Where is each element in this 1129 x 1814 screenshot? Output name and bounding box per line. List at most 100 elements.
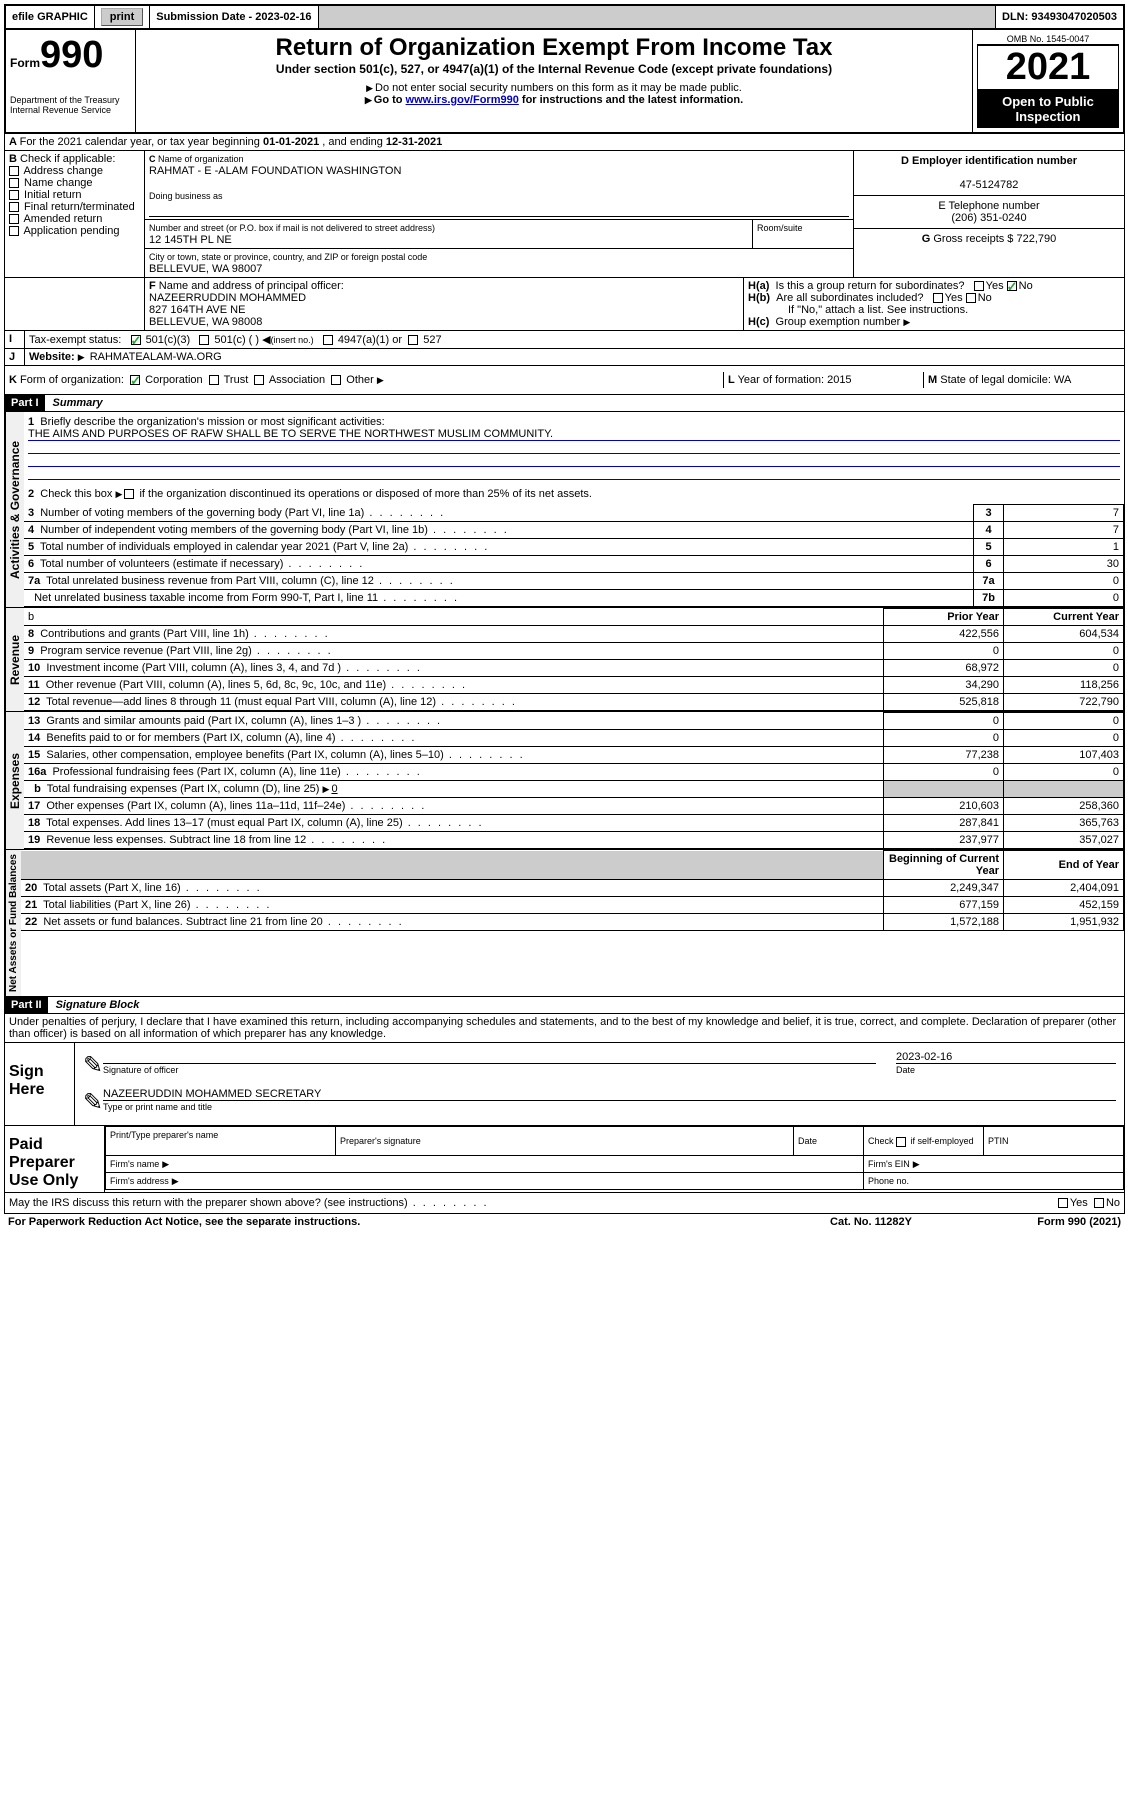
table-row: 15 Salaries, other compensation, employe… — [24, 747, 1124, 764]
table-row: Net unrelated business taxable income fr… — [24, 590, 1124, 607]
top-spacer — [319, 6, 996, 28]
label-expenses: Expenses — [5, 712, 24, 849]
table-row: 18 Total expenses. Add lines 13–17 (must… — [24, 815, 1124, 832]
website: RAHMATEALAM-WA.ORG — [90, 351, 222, 363]
efile-label: efile GRAPHIC — [6, 6, 95, 28]
b-opt: Amended return — [9, 213, 140, 225]
org-name: RAHMAT - E -ALAM FOUNDATION WASHINGTON — [149, 165, 401, 177]
label-governance: Activities & Governance — [5, 412, 24, 607]
col-deg: D Employer identification number 47-5124… — [854, 151, 1124, 277]
form-subtitle: Under section 501(c), 527, or 4947(a)(1)… — [140, 62, 968, 76]
col-c: C Name of organization RAHMAT - E -ALAM … — [145, 151, 854, 277]
tax-year: 2021 — [977, 45, 1119, 90]
declaration: Under penalties of perjury, I declare th… — [4, 1014, 1125, 1043]
dept-label: Department of the Treasury — [10, 95, 131, 105]
chk-discontinued[interactable] — [124, 489, 134, 499]
table-row: 14 Benefits paid to or for members (Part… — [24, 730, 1124, 747]
form-title: Return of Organization Exempt From Incom… — [140, 34, 968, 62]
chk-selfemp[interactable] — [896, 1137, 906, 1147]
ein: 47-5124782 — [960, 179, 1019, 191]
chk-trust[interactable] — [209, 375, 219, 385]
hb-yes[interactable] — [933, 293, 943, 303]
table-row: 20 Total assets (Part X, line 16)2,249,3… — [21, 880, 1124, 897]
identity-block: B Check if applicable: Address change Na… — [4, 151, 1125, 278]
table-row: 9 Program service revenue (Part VIII, li… — [24, 643, 1124, 660]
chk-501c3[interactable] — [131, 335, 141, 345]
table-row: 3 Number of voting members of the govern… — [24, 505, 1124, 522]
footer-row: For Paperwork Reduction Act Notice, see … — [4, 1214, 1125, 1230]
table-row: 22 Net assets or fund balances. Subtract… — [21, 914, 1124, 931]
b-opt: Address change — [9, 165, 140, 177]
ha-no[interactable] — [1007, 281, 1017, 291]
table-row: 10 Investment income (Part VIII, column … — [24, 660, 1124, 677]
table-row: 21 Total liabilities (Part X, line 26)67… — [21, 897, 1124, 914]
table-row: 16a Professional fundraising fees (Part … — [24, 764, 1124, 781]
b-opt: Final return/terminated — [9, 201, 140, 213]
table-row: 12 Total revenue—add lines 8 through 11 … — [24, 694, 1124, 711]
ha-yes[interactable] — [974, 281, 984, 291]
irs-link[interactable]: www.irs.gov/Form990 — [406, 94, 519, 106]
website-row: J Website: RAHMATEALAM-WA.ORG — [4, 349, 1125, 366]
submission-date: Submission Date - 2023-02-16 — [150, 6, 318, 28]
public-inspection: Open to Public Inspection — [977, 90, 1119, 128]
print-button[interactable]: print — [101, 8, 143, 26]
table-row: 11 Other revenue (Part VIII, column (A),… — [24, 677, 1124, 694]
b-opt: Name change — [9, 177, 140, 189]
period-row: A For the 2021 calendar year, or tax yea… — [4, 134, 1125, 151]
discuss-yes[interactable] — [1058, 1198, 1068, 1208]
header-left: Form990 Department of the Treasury Inter… — [6, 30, 136, 132]
discuss-row: May the IRS discuss this return with the… — [4, 1193, 1125, 1214]
header-center: Return of Organization Exempt From Incom… — [136, 30, 973, 132]
table-row: 19 Revenue less expenses. Subtract line … — [24, 832, 1124, 849]
sign-here-label: Sign Here — [5, 1043, 75, 1125]
expenses-table: 13 Grants and similar amounts paid (Part… — [24, 712, 1124, 849]
chk-other[interactable] — [331, 375, 341, 385]
table-row: 6 Total number of volunteers (estimate i… — [24, 556, 1124, 573]
netassets-table: Beginning of Current YearEnd of Year 20 … — [21, 850, 1124, 931]
part2-header: Part II Signature Block — [4, 997, 1125, 1014]
sign-here-block: Sign Here ✎ Signature of officer 2023-02… — [4, 1043, 1125, 1126]
label-revenue: Revenue — [5, 608, 24, 711]
b-opt: Initial return — [9, 189, 140, 201]
expenses-section: Expenses 13 Grants and similar amounts p… — [4, 712, 1125, 850]
street: 12 145TH PL NE — [149, 234, 232, 246]
print-button-cell: print — [95, 6, 150, 28]
officer-block: F Name and address of principal officer:… — [4, 278, 1125, 331]
city: BELLEVUE, WA 98007 — [149, 263, 262, 275]
hb-no[interactable] — [966, 293, 976, 303]
irs-label: Internal Revenue Service — [10, 105, 131, 115]
chk-corp[interactable] — [130, 375, 140, 385]
note-link: Go to www.irs.gov/Form990 for instructio… — [140, 94, 968, 106]
header-right: OMB No. 1545-0047 2021 Open to Public In… — [973, 30, 1123, 132]
discuss-no[interactable] — [1094, 1198, 1104, 1208]
omb: OMB No. 1545-0047 — [977, 34, 1119, 45]
mission-text: THE AIMS AND PURPOSES OF RAFW SHALL BE T… — [28, 428, 1120, 441]
governance-table: 3 Number of voting members of the govern… — [24, 504, 1124, 607]
revenue-table: bPrior YearCurrent Year 8 Contributions … — [24, 608, 1124, 711]
form-header: Form990 Department of the Treasury Inter… — [4, 30, 1125, 134]
label-netassets: Net Assets or Fund Balances — [5, 850, 21, 996]
part1-header: Part I Summary — [4, 395, 1125, 412]
table-row: 17 Other expenses (Part IX, column (A), … — [24, 798, 1124, 815]
table-row: 5 Total number of individuals employed i… — [24, 539, 1124, 556]
b-opt: Application pending — [9, 225, 140, 237]
paid-preparer-block: Paid Preparer Use Only Print/Type prepar… — [4, 1126, 1125, 1193]
chk-assoc[interactable] — [254, 375, 264, 385]
chk-527[interactable] — [408, 335, 418, 345]
chk-4947[interactable] — [323, 335, 333, 345]
phone: (206) 351-0240 — [951, 212, 1026, 224]
klm-row: K Form of organization: Corporation Trus… — [4, 366, 1125, 395]
table-row: 4 Number of independent voting members o… — [24, 522, 1124, 539]
table-row: 7a Total unrelated business revenue from… — [24, 573, 1124, 590]
netassets-section: Net Assets or Fund Balances Beginning of… — [4, 850, 1125, 997]
col-b: B Check if applicable: Address change Na… — [5, 151, 145, 277]
revenue-section: Revenue bPrior YearCurrent Year 8 Contri… — [4, 608, 1125, 712]
table-row: 8 Contributions and grants (Part VIII, l… — [24, 626, 1124, 643]
dln: DLN: 93493047020503 — [996, 6, 1123, 28]
gross-receipts: 722,790 — [1017, 233, 1057, 245]
form-990-label: Form990 — [10, 34, 131, 77]
note-ssn: Do not enter social security numbers on … — [140, 82, 968, 94]
table-row: 13 Grants and similar amounts paid (Part… — [24, 713, 1124, 730]
governance-section: Activities & Governance 1 Briefly descri… — [4, 412, 1125, 608]
chk-501c[interactable] — [199, 335, 209, 345]
